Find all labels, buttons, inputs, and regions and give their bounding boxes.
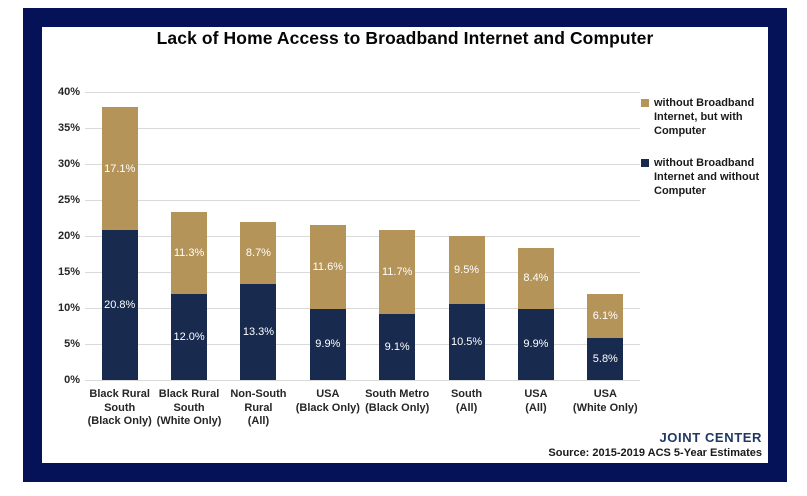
legend-swatch: [641, 159, 649, 167]
x-axis-label: Black Rural South (Black Only): [87, 388, 152, 427]
bar-segment-navy: [309, 308, 346, 380]
brand-wordmark: JOINT CENTER: [659, 430, 762, 445]
bar-segment-navy: [101, 230, 138, 380]
bar-segment-tan: [517, 248, 554, 309]
y-axis-tick-label: 10%: [57, 302, 80, 314]
legend-swatch: [641, 99, 649, 107]
legend-label: without Broadband Internet, but with Com…: [654, 97, 755, 137]
gridline: [85, 92, 640, 93]
gridline: [85, 236, 640, 237]
bar-value-label: 8.7%: [245, 246, 271, 259]
y-axis-tick-label: 5%: [64, 338, 80, 350]
x-axis-label: South Metro (Black Only): [365, 388, 430, 414]
bar-value-label: 9.5%: [454, 264, 480, 277]
gridline: [85, 380, 640, 381]
chart-legend: without Broadband Internet, but with Com…: [641, 96, 766, 216]
bar-value-label: 12.0%: [173, 330, 205, 343]
bar-value-label: 6.1%: [592, 310, 618, 323]
y-axis-tick-label: 0%: [64, 374, 80, 386]
gridline: [85, 344, 640, 345]
bar-value-label: 9.9%: [315, 338, 341, 351]
bar-value-label: 17.1%: [104, 162, 136, 175]
x-axis-label: USA (White Only): [572, 388, 638, 414]
gridline: [85, 200, 640, 201]
bar-segment-navy: [171, 293, 208, 380]
y-axis-tick-label: 15%: [57, 266, 80, 278]
bar-value-label: 8.4%: [523, 272, 549, 285]
bar-segment-tan: [101, 107, 138, 231]
source-note: Source: 2015-2019 ACS 5-Year Estimates: [548, 447, 762, 459]
bar-segment-navy: [587, 338, 624, 380]
bar-value-label: 10.5%: [450, 336, 483, 349]
gridline: [85, 128, 640, 129]
bar-value-label: 11.3%: [173, 246, 205, 259]
bar-value-label: 11.6%: [312, 260, 343, 273]
bar-value-label: 5.8%: [592, 353, 618, 366]
bar-segment-navy: [517, 308, 554, 380]
outer-frame: [23, 8, 787, 482]
bar-segment-tan: [379, 230, 416, 315]
legend-item: without Broadband Internet, but with Com…: [641, 96, 766, 138]
gridline: [85, 164, 640, 165]
legend-item: without Broadband Internet and without C…: [641, 156, 766, 198]
x-axis-label: South (All): [450, 388, 483, 414]
chart-title: Lack of Home Access to Broadband Interne…: [156, 28, 654, 48]
bar-segment-navy: [240, 284, 277, 380]
bar-segment-tan: [448, 236, 485, 305]
bar-value-label: 13.3%: [242, 326, 275, 339]
x-axis-label: USA (All): [524, 388, 548, 414]
x-axis-label: Black Rural South (White Only): [156, 388, 222, 427]
y-axis-tick-label: 35%: [57, 122, 80, 134]
bar-segment-tan: [309, 225, 346, 309]
bar-value-label: 11.7%: [382, 266, 413, 279]
gridline: [85, 272, 640, 273]
bar-value-label: 9.1%: [384, 341, 410, 354]
y-axis-tick-label: 25%: [57, 194, 80, 206]
bar-segment-tan: [240, 221, 277, 285]
chart-footer: JOINT CENTER Source: 2015-2019 ACS 5-Yea…: [548, 430, 762, 460]
x-axis-label: Non-South Rural (All): [230, 388, 287, 427]
bar-value-label: 20.8%: [104, 299, 136, 312]
bar-segment-navy: [379, 314, 416, 380]
bar-value-label: 9.9%: [523, 338, 549, 351]
bar-segment-navy: [448, 304, 485, 380]
y-axis-tick-label: 30%: [57, 158, 80, 170]
legend-label: without Broadband Internet and without C…: [654, 157, 760, 197]
y-axis-tick-label: 20%: [57, 230, 80, 242]
bar-segment-tan: [587, 294, 624, 339]
bar-segment-tan: [171, 212, 208, 294]
gridline: [85, 308, 640, 309]
y-axis-tick-label: 40%: [57, 86, 80, 98]
x-axis-label: USA (Black Only): [295, 388, 360, 414]
